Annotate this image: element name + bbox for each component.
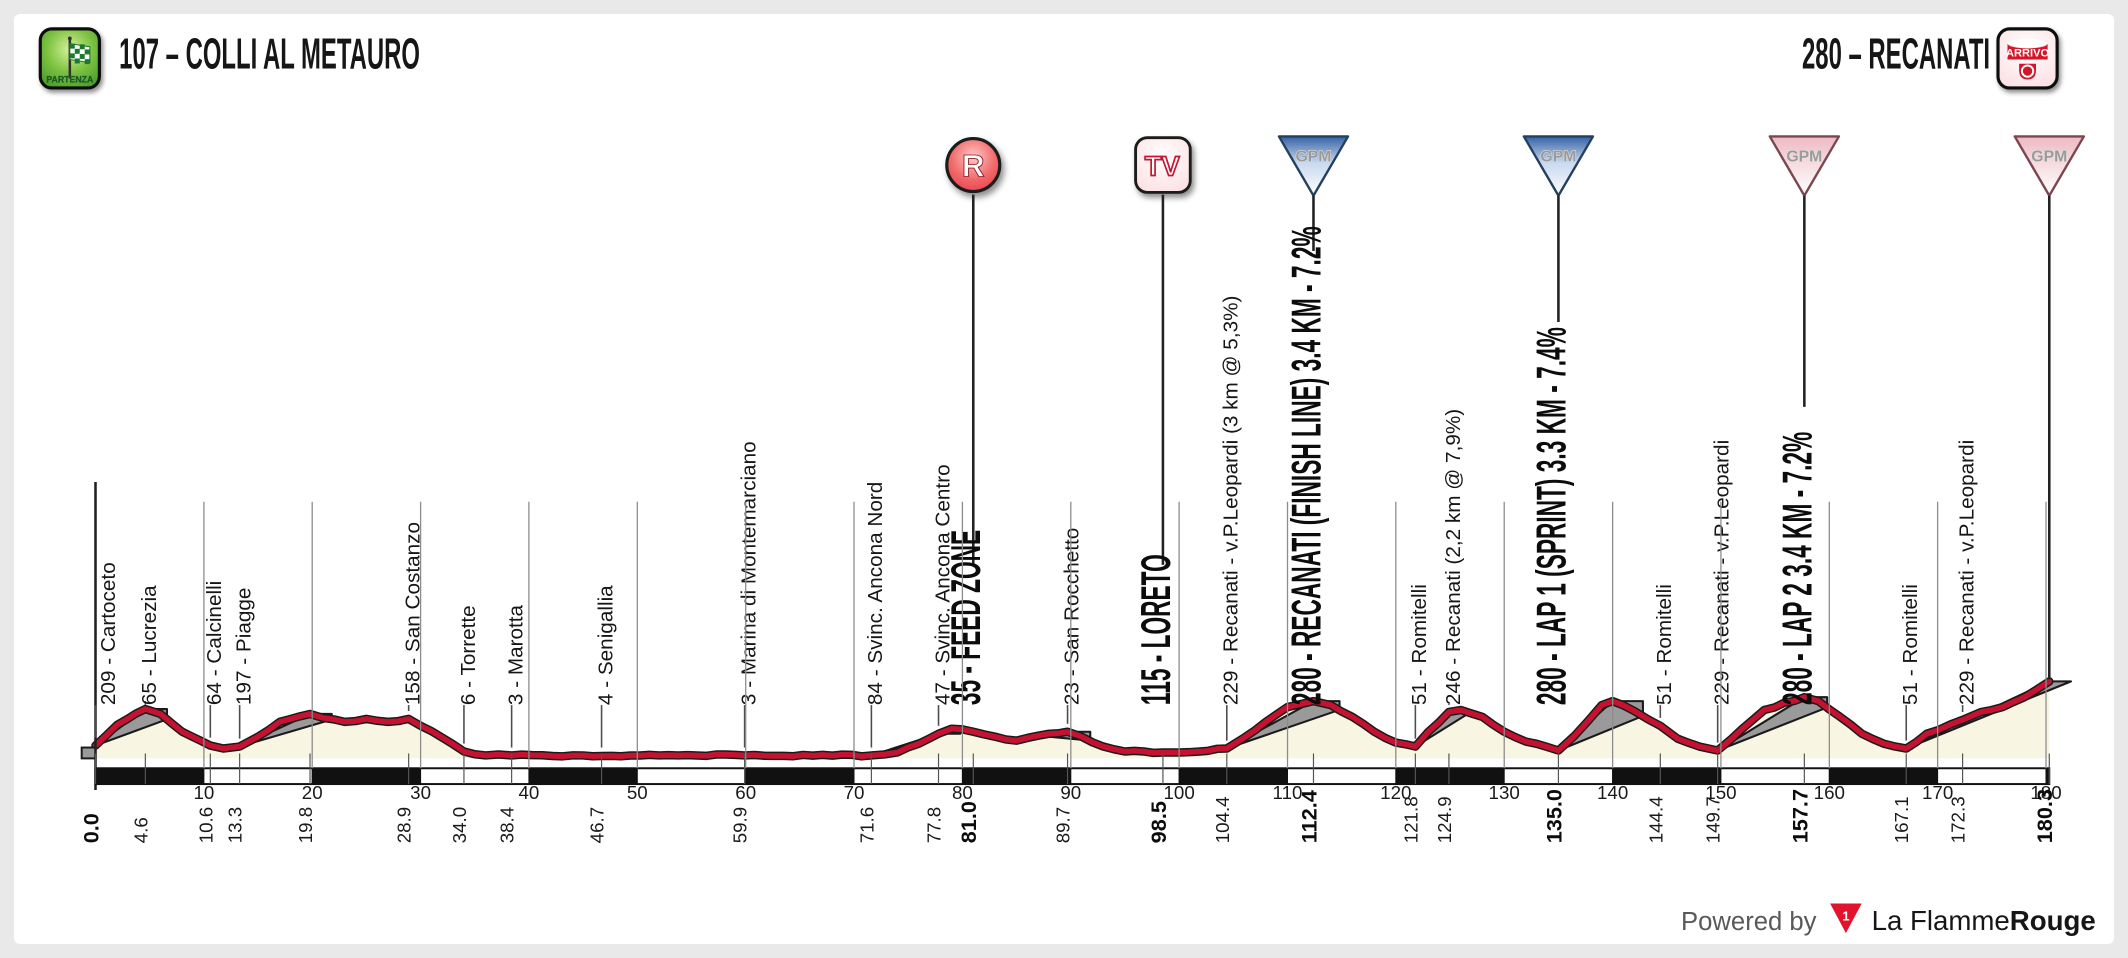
svg-text:4 - Senigallia: 4 - Senigallia bbox=[594, 585, 617, 705]
svg-text:30: 30 bbox=[410, 782, 431, 803]
svg-text:98.5: 98.5 bbox=[1146, 801, 1171, 843]
svg-text:89.7: 89.7 bbox=[1053, 807, 1074, 844]
svg-text:59.9: 59.9 bbox=[730, 807, 751, 844]
svg-text:115 - LORETO: 115 - LORETO bbox=[1134, 554, 1180, 705]
svg-text:50: 50 bbox=[627, 782, 648, 803]
svg-text:3 - Marina di Montemarciano: 3 - Marina di Montemarciano bbox=[737, 441, 760, 705]
svg-text:3 - Marotta: 3 - Marotta bbox=[504, 604, 527, 705]
svg-text:77.8: 77.8 bbox=[923, 807, 944, 844]
svg-text:23 - San Rocchetto: 23 - San Rocchetto bbox=[1060, 528, 1083, 705]
svg-text:90: 90 bbox=[1060, 782, 1081, 803]
svg-text:80: 80 bbox=[952, 782, 973, 803]
svg-text:35 - FEED ZONE: 35 - FEED ZONE bbox=[944, 530, 990, 705]
svg-text:PARTENZA: PARTENZA bbox=[46, 75, 94, 85]
svg-text:130: 130 bbox=[1489, 782, 1520, 803]
svg-text:GPM: GPM bbox=[2031, 148, 2067, 165]
svg-text:229 - Recanati - v.P.Leopardi: 229 - Recanati - v.P.Leopardi (3 km @ 5,… bbox=[1220, 296, 1243, 706]
svg-text:84 - Svinc. Ancona Nord: 84 - Svinc. Ancona Nord bbox=[864, 482, 887, 705]
svg-text:28.9: 28.9 bbox=[394, 807, 415, 844]
svg-text:135.0: 135.0 bbox=[1541, 789, 1566, 843]
svg-text:229 - Recanati - v.P.Leopardi: 229 - Recanati - v.P.Leopardi bbox=[1711, 440, 1734, 705]
svg-text:Powered by: Powered by bbox=[1681, 908, 1817, 936]
svg-text:149.7: 149.7 bbox=[1703, 796, 1724, 843]
svg-text:19.8: 19.8 bbox=[295, 807, 316, 844]
svg-text:6 - Torrette: 6 - Torrette bbox=[457, 605, 480, 705]
svg-text:TV: TV bbox=[1145, 150, 1181, 181]
svg-text:GPM: GPM bbox=[1786, 148, 1822, 165]
svg-text:140: 140 bbox=[1597, 782, 1628, 803]
svg-text:60: 60 bbox=[735, 782, 756, 803]
svg-text:10.6: 10.6 bbox=[195, 807, 216, 844]
svg-text:121.8: 121.8 bbox=[1400, 796, 1421, 843]
svg-text:4.6: 4.6 bbox=[130, 817, 151, 843]
svg-text:40: 40 bbox=[518, 782, 539, 803]
svg-text:65 - Lucrezia: 65 - Lucrezia bbox=[138, 585, 161, 705]
svg-text:157.7: 157.7 bbox=[1787, 789, 1812, 843]
svg-text:GPM: GPM bbox=[1540, 148, 1576, 165]
svg-text:160: 160 bbox=[1814, 782, 1845, 803]
svg-text:0.0: 0.0 bbox=[78, 813, 103, 843]
svg-text:64 - Calcinelli: 64 - Calcinelli bbox=[203, 581, 226, 705]
svg-text:38.4: 38.4 bbox=[497, 807, 518, 844]
svg-text:La FlammeRouge: La FlammeRouge bbox=[1872, 905, 2096, 936]
svg-text:107 – COLLI AL METAURO: 107 – COLLI AL METAURO bbox=[119, 30, 420, 78]
svg-text:280 - RECANATI (FINISH LINE) 3: 280 - RECANATI (FINISH LINE) 3.4 KM - 7.… bbox=[1284, 226, 1330, 705]
svg-text:46.7: 46.7 bbox=[587, 807, 608, 844]
svg-text:144.4: 144.4 bbox=[1645, 796, 1666, 843]
svg-text:112.4: 112.4 bbox=[1296, 790, 1321, 843]
svg-text:172.3: 172.3 bbox=[1948, 796, 1969, 843]
svg-text:246 - Recanati (2,2 km @ 7,9%): 246 - Recanati (2,2 km @ 7,9%) bbox=[1442, 409, 1465, 705]
svg-text:71.6: 71.6 bbox=[856, 807, 877, 844]
svg-text:34.0: 34.0 bbox=[449, 807, 470, 844]
svg-text:51 - Romitelli: 51 - Romitelli bbox=[1653, 584, 1676, 705]
svg-text:280 - LAP 1 (SPRINT) 3.3 KM -: 280 - LAP 1 (SPRINT) 3.3 KM - 7.4% bbox=[1529, 327, 1575, 705]
svg-text:104.4: 104.4 bbox=[1212, 796, 1233, 843]
svg-text:GPM: GPM bbox=[1296, 148, 1332, 165]
svg-text:280 - LAP 2 3.4 KM - 7.2%: 280 - LAP 2 3.4 KM - 7.2% bbox=[1775, 432, 1821, 705]
svg-text:20: 20 bbox=[302, 782, 323, 803]
svg-text:10: 10 bbox=[193, 782, 214, 803]
svg-text:51 - Romitelli: 51 - Romitelli bbox=[1408, 584, 1431, 705]
svg-text:100: 100 bbox=[1163, 782, 1194, 803]
svg-text:180.3: 180.3 bbox=[2032, 789, 2057, 843]
svg-text:167.1: 167.1 bbox=[1891, 796, 1912, 843]
svg-text:51 - Romitelli: 51 - Romitelli bbox=[1899, 584, 1922, 705]
svg-text:197 - Piagge: 197 - Piagge bbox=[232, 588, 255, 706]
svg-text:280 – RECANATI: 280 – RECANATI bbox=[1802, 30, 1990, 78]
svg-text:229 - Recanati - v.P.Leopardi: 229 - Recanati - v.P.Leopardi bbox=[1955, 440, 1978, 705]
svg-text:209 - Cartoceto: 209 - Cartoceto bbox=[97, 562, 120, 705]
svg-text:124.9: 124.9 bbox=[1434, 796, 1455, 843]
svg-text:1: 1 bbox=[1842, 908, 1849, 923]
svg-text:13.3: 13.3 bbox=[225, 807, 246, 844]
svg-text:R: R bbox=[962, 148, 985, 184]
svg-text:70: 70 bbox=[844, 782, 865, 803]
svg-text:81.0: 81.0 bbox=[956, 801, 981, 843]
svg-text:ARRIVO: ARRIVO bbox=[2006, 47, 2049, 59]
